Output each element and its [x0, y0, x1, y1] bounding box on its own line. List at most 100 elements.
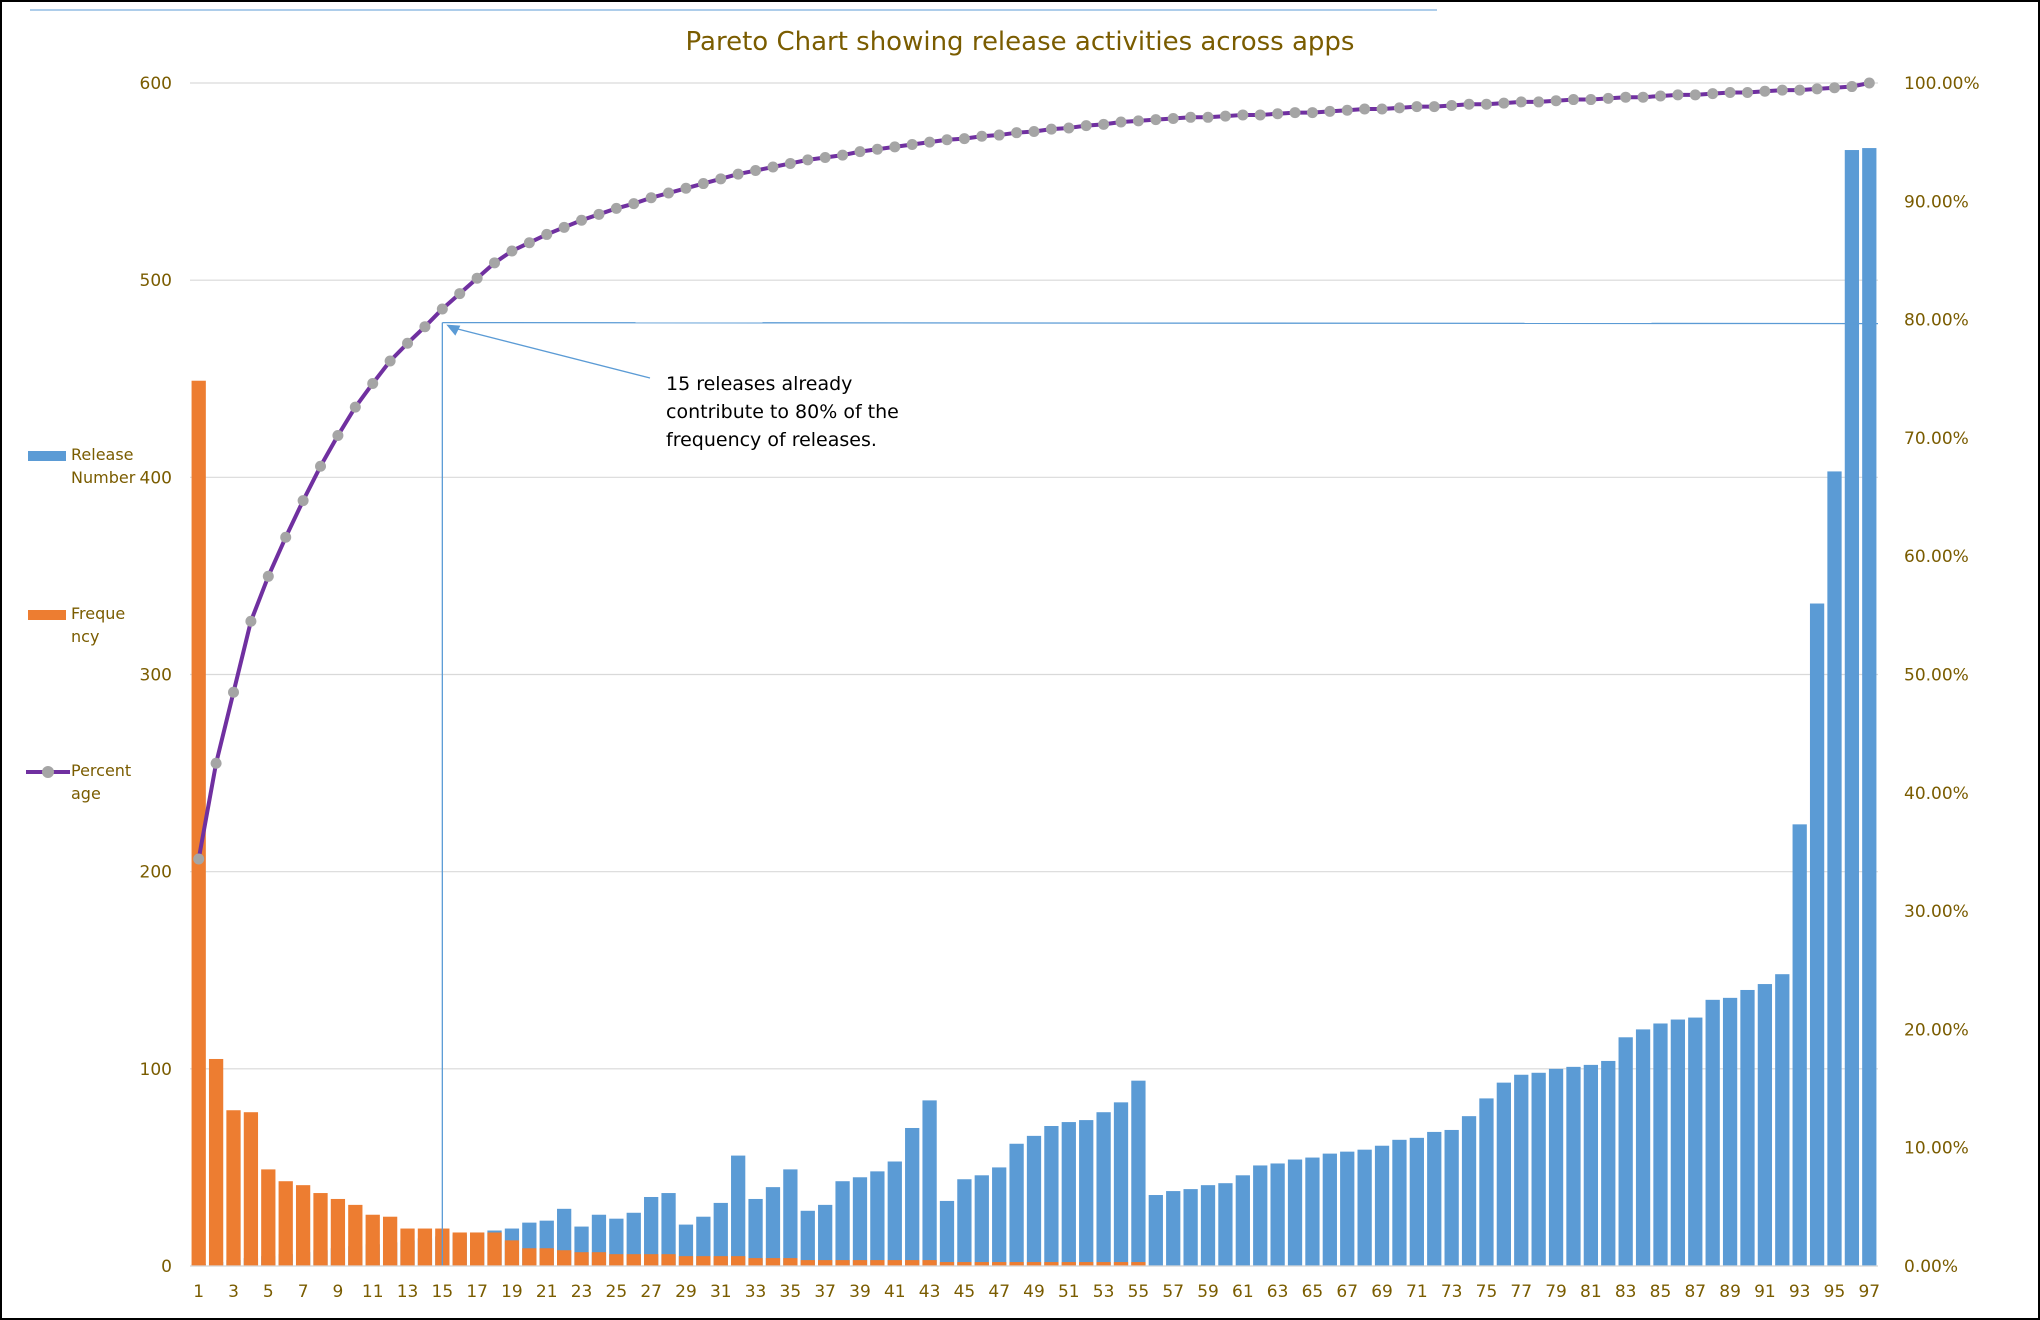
- release-bar: [1862, 148, 1877, 1267]
- x-tick-label: 37: [814, 1282, 836, 1302]
- release-bar: [1392, 1139, 1407, 1266]
- y-tick-label: 100: [140, 1060, 172, 1080]
- frequency-bar: [678, 1256, 694, 1266]
- y-tick-label: 600: [140, 74, 172, 94]
- release-bar: [1044, 1126, 1059, 1266]
- percentage-point: [1794, 84, 1806, 96]
- frequency-bar: [1044, 1262, 1059, 1266]
- percentage-point: [819, 152, 831, 164]
- percentage-point: [1567, 94, 1579, 106]
- percentage-line: [193, 77, 1875, 865]
- x-tick-label: 35: [780, 1282, 802, 1302]
- x-tick-label: 81: [1580, 1282, 1602, 1302]
- x-tick-label: 79: [1545, 1282, 1567, 1302]
- percentage-point: [958, 133, 970, 145]
- x-tick-label: 19: [501, 1282, 523, 1302]
- release-bar: [922, 1100, 937, 1266]
- frequency-bar: [243, 1112, 259, 1266]
- percentage-point: [1724, 86, 1736, 98]
- frequency-bar: [295, 1185, 311, 1266]
- x-tick-label: 25: [606, 1282, 628, 1302]
- release-bar: [1357, 1149, 1372, 1266]
- percentage-point: [1167, 112, 1179, 124]
- frequency-bar: [191, 380, 206, 1266]
- release-bar: [1566, 1066, 1581, 1266]
- percentage-point: [750, 165, 762, 177]
- release-bar: [957, 1179, 972, 1266]
- percentage-point: [1672, 89, 1684, 101]
- percentage-point: [1863, 77, 1875, 89]
- release-bar: [870, 1171, 885, 1266]
- percentage-point: [680, 182, 692, 194]
- legend-label-line: Release: [71, 445, 134, 464]
- release-bar: [992, 1167, 1007, 1266]
- release-bar: [1079, 1120, 1094, 1266]
- release-bar: [1688, 1017, 1703, 1266]
- release-bar: [748, 1198, 763, 1266]
- guide-horizontal: [442, 321, 1879, 325]
- percentage-point: [262, 570, 274, 582]
- percentage-point: [1272, 108, 1284, 120]
- release-bar: [818, 1204, 833, 1266]
- x-tick-label: 59: [1197, 1282, 1219, 1302]
- release-bar: [1200, 1185, 1216, 1266]
- release-bar: [974, 1175, 989, 1266]
- percentage-point: [1080, 120, 1092, 132]
- release-bar: [1670, 1019, 1686, 1266]
- percentage-point: [193, 853, 205, 865]
- frequency-bar: [905, 1260, 920, 1266]
- release-bar: [1531, 1072, 1546, 1266]
- release-bar: [1601, 1060, 1616, 1266]
- percentage-point: [1098, 118, 1110, 130]
- percentage-point: [1185, 111, 1197, 123]
- percentage-point: [1828, 82, 1840, 94]
- x-tick-label: 5: [263, 1282, 274, 1302]
- release-bar: [783, 1169, 798, 1266]
- frequency-bars: [191, 380, 1146, 1266]
- percentage-point: [889, 141, 901, 153]
- x-tick-label: 11: [362, 1282, 384, 1302]
- percentage-point: [1237, 109, 1249, 121]
- release-bar: [1427, 1131, 1442, 1266]
- percentage-point: [1811, 83, 1823, 95]
- frequency-bar: [800, 1260, 815, 1266]
- percentage-point: [976, 130, 988, 142]
- legend-label-line: Freque: [71, 604, 125, 623]
- y2-tick-label: 70.00%: [1904, 429, 1969, 449]
- percentage-point: [645, 192, 657, 204]
- release-bar: [1775, 974, 1790, 1266]
- annotation-text: 15 releases already contribute to 80% of…: [666, 373, 899, 451]
- frequency-bar: [852, 1260, 868, 1266]
- percentage-point: [1533, 96, 1545, 108]
- y-tick-label: 300: [140, 666, 172, 686]
- release-bar: [1305, 1157, 1320, 1266]
- release-bar: [1061, 1122, 1076, 1266]
- frequency-bar: [748, 1258, 763, 1266]
- percentage-point: [384, 355, 396, 367]
- release-bar: [1514, 1074, 1529, 1266]
- release-number-bars: [191, 148, 1877, 1267]
- percentage-point: [367, 377, 379, 389]
- percentage-point: [1446, 99, 1458, 111]
- frequency-bar: [870, 1260, 885, 1266]
- x-tick-label: 13: [397, 1282, 419, 1302]
- release-bar: [1444, 1129, 1459, 1266]
- frequency-bar: [1061, 1262, 1076, 1266]
- percentage-point: [1289, 107, 1301, 119]
- percentage-point: [628, 198, 640, 210]
- frequency-bar: [313, 1193, 328, 1266]
- legend: Release Number Freque ncy Percent age: [26, 445, 136, 803]
- percentage-point: [297, 495, 309, 507]
- y-tick-label: 500: [140, 271, 172, 291]
- percentage-point: [576, 214, 588, 226]
- percentage-point: [1498, 97, 1510, 109]
- legend-label-line: ncy: [71, 627, 99, 646]
- x-tick-label: 39: [849, 1282, 871, 1302]
- x-tick-label: 33: [745, 1282, 767, 1302]
- release-bar: [1740, 989, 1755, 1266]
- x-tick-label: 97: [1858, 1282, 1880, 1302]
- release-bar: [1131, 1080, 1146, 1266]
- percentage-point: [210, 757, 222, 769]
- release-bar: [1827, 471, 1842, 1266]
- percentage-point: [1219, 110, 1231, 122]
